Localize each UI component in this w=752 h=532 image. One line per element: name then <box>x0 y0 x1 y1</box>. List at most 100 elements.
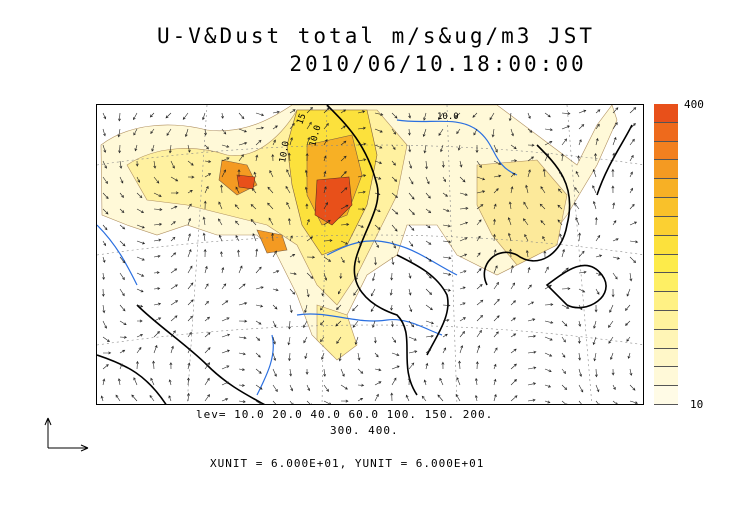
wind-vector <box>340 223 350 226</box>
wind-vector <box>372 320 376 329</box>
wind-vector <box>136 192 143 199</box>
wind-vector <box>357 126 367 130</box>
wind-vector <box>287 217 291 226</box>
wind-vector <box>374 192 381 196</box>
wind-vector <box>255 154 259 162</box>
wind-vector <box>560 153 564 162</box>
wind-vector <box>457 144 461 151</box>
wind-vector <box>425 240 432 245</box>
wind-vector <box>527 112 531 119</box>
wind-vector <box>544 400 551 404</box>
wind-vector <box>169 362 173 370</box>
wind-vector <box>459 270 467 274</box>
wind-vector <box>456 377 461 386</box>
wind-vector <box>354 336 359 345</box>
wind-vector <box>136 224 145 229</box>
wind-vector <box>134 144 138 152</box>
wind-vector <box>561 384 568 391</box>
wind-vector <box>374 112 384 116</box>
wind-vector <box>102 144 107 153</box>
wind-vector <box>527 128 533 133</box>
wind-vector <box>561 400 568 404</box>
wind-vector <box>425 362 429 370</box>
wind-vector <box>476 329 482 338</box>
wind-vector <box>272 139 276 146</box>
wind-vector <box>187 203 192 210</box>
wind-vector <box>391 320 394 328</box>
wind-vector <box>391 160 396 166</box>
colorbar-max-label: 400 <box>684 98 704 111</box>
wind-vector <box>102 240 107 247</box>
wind-vector <box>476 268 482 274</box>
wind-vector <box>288 352 291 362</box>
wind-vector <box>289 400 294 404</box>
wind-vector <box>135 360 139 370</box>
wind-vector <box>340 125 346 130</box>
wind-vector <box>187 160 194 166</box>
colorbar-segment <box>654 235 678 255</box>
wind-vector <box>184 128 189 138</box>
wind-vector <box>267 202 274 210</box>
wind-vector <box>592 336 597 346</box>
wind-vector <box>527 334 537 338</box>
wind-vector <box>374 368 382 372</box>
wind-vector <box>544 352 553 357</box>
wind-vector <box>170 236 176 242</box>
wind-vector <box>408 320 415 328</box>
wind-vector <box>238 265 243 274</box>
wind-vector <box>221 157 230 162</box>
wind-vector <box>170 160 175 169</box>
wind-vector <box>204 265 208 274</box>
wind-vector <box>391 256 395 266</box>
wind-vector <box>609 304 614 313</box>
wind-vector <box>540 186 546 194</box>
wind-vector <box>306 136 311 146</box>
wind-vector <box>338 352 342 362</box>
wind-vector <box>119 363 123 370</box>
wind-vector <box>221 144 230 148</box>
wind-vector <box>204 185 209 194</box>
wind-vector <box>102 192 109 200</box>
rivers <box>97 119 518 396</box>
wind-vector <box>391 144 396 151</box>
wind-vector <box>476 204 484 210</box>
wind-vector <box>323 155 327 162</box>
wind-vector <box>323 202 328 210</box>
wind-vector <box>250 204 257 210</box>
wind-vector <box>510 363 517 370</box>
wind-vector <box>170 205 178 210</box>
wind-vector <box>574 202 580 210</box>
wind-vector <box>288 320 291 330</box>
wind-vector <box>102 224 108 231</box>
wind-vector <box>136 208 145 213</box>
wind-vector <box>170 315 178 322</box>
colorbar-segment <box>654 329 678 349</box>
wind-vector <box>234 204 240 210</box>
wind-vector <box>408 240 414 247</box>
wind-vector <box>166 128 172 136</box>
wind-vector <box>578 400 582 404</box>
wind-vector <box>476 190 486 194</box>
wind-vector <box>357 190 366 194</box>
wind-vector <box>425 304 433 311</box>
wind-vector <box>442 303 451 307</box>
wind-vector <box>612 238 619 242</box>
contour-levels-line-1: lev= 10.0 20.0 40.0 60.0 100. 150. 200. <box>196 408 494 421</box>
wind-vector <box>610 352 614 360</box>
wind-vector <box>391 112 398 119</box>
wind-vector <box>272 320 277 328</box>
wind-vector <box>357 224 364 228</box>
wind-vector <box>102 351 112 355</box>
wind-vector <box>204 173 212 178</box>
wind-vector <box>153 222 163 226</box>
wind-vector <box>595 234 601 242</box>
wind-vector <box>592 200 597 210</box>
map-panel: 10.0 15 10.0 10.0 <box>96 104 644 405</box>
wind-vector <box>577 336 581 344</box>
wind-vector <box>578 139 582 146</box>
wind-vector <box>474 377 478 386</box>
wind-vector <box>357 256 361 264</box>
wind-vector <box>305 368 309 375</box>
wind-vector <box>204 377 210 386</box>
wind-vector <box>493 144 498 153</box>
